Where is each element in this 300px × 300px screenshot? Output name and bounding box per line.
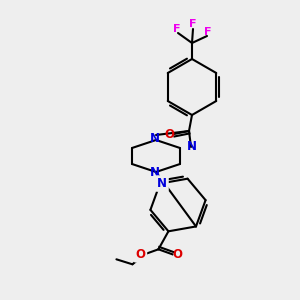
Text: F: F [189, 19, 197, 29]
Text: N: N [187, 140, 197, 152]
Text: N: N [150, 133, 160, 146]
Text: O: O [135, 248, 146, 261]
Text: N: N [157, 177, 167, 190]
Text: O: O [164, 128, 174, 140]
Text: N: N [150, 167, 160, 179]
Text: F: F [204, 27, 212, 37]
Text: F: F [173, 24, 181, 34]
Text: N: N [157, 177, 167, 190]
Text: O: O [172, 248, 182, 261]
